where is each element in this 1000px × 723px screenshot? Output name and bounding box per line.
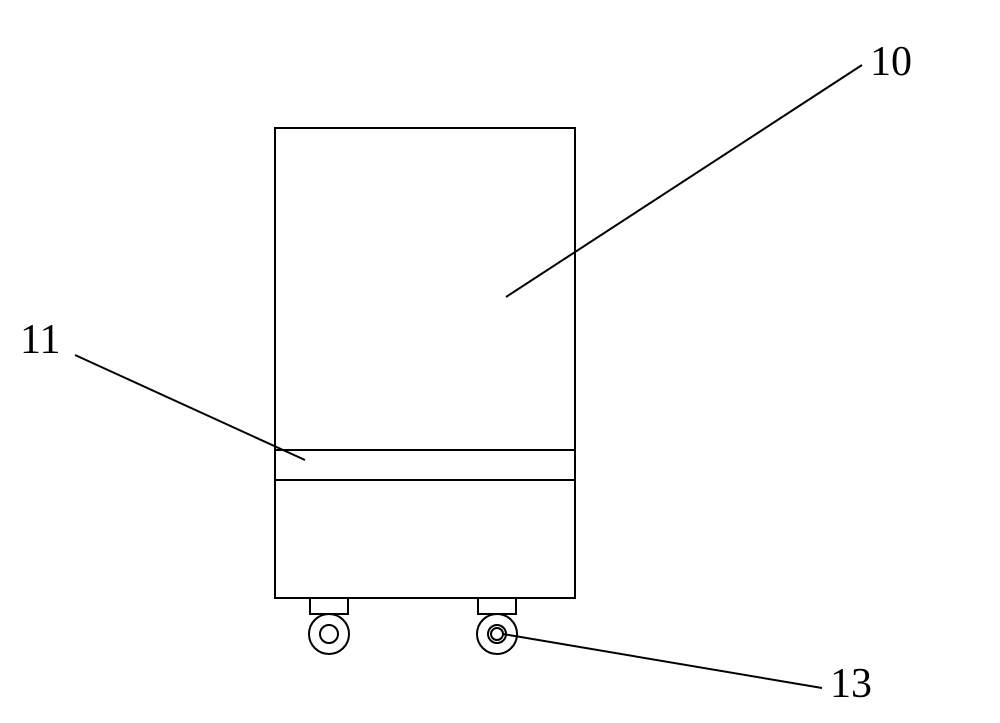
leader-11 [75, 355, 305, 460]
label-10: 10 [870, 38, 912, 86]
label-11: 11 [20, 316, 60, 364]
cabinet-body [275, 128, 575, 598]
left-wheel-inner [320, 625, 338, 643]
right-caster-bracket [478, 598, 516, 614]
technical-diagram [0, 0, 1000, 723]
leader-13 [503, 634, 822, 688]
label-13: 13 [830, 660, 872, 708]
left-caster-bracket [310, 598, 348, 614]
